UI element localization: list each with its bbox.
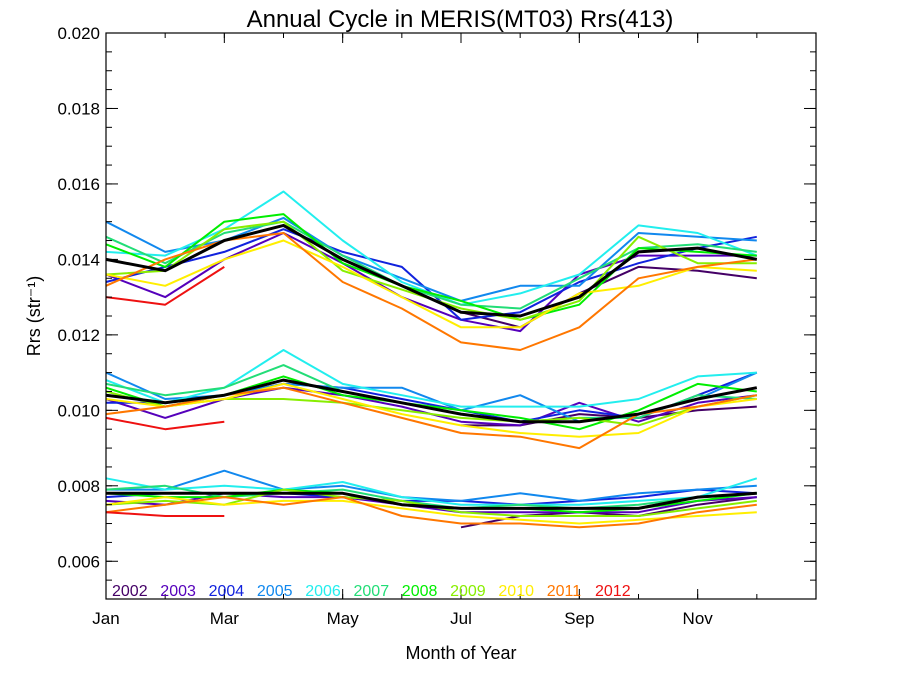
y-tick-label: 0.020 xyxy=(57,24,100,43)
legend-item-2003: 2003 xyxy=(160,583,196,600)
y-tick-label: 0.010 xyxy=(57,401,100,420)
x-axis-label: Month of Year xyxy=(405,643,516,663)
legend-item-2004: 2004 xyxy=(209,583,245,600)
x-tick-label: May xyxy=(327,609,360,628)
y-axis-label: Rrs (str⁻¹) xyxy=(24,276,44,356)
series-line-2002-group-1 xyxy=(460,265,757,329)
legend-item-2011: 2011 xyxy=(547,583,582,600)
x-tick-label: Nov xyxy=(683,609,714,628)
y-tick-label: 0.014 xyxy=(57,250,100,269)
legend-item-2007: 2007 xyxy=(354,583,390,600)
series-line-mean-group-1 xyxy=(105,223,758,318)
series-line-2008-group-2 xyxy=(105,375,757,431)
legend: 2002 2003 2004 2005 2006 2007 2008 2009 2010 2011… xyxy=(112,583,631,600)
series-line-2005-group-1 xyxy=(105,216,757,302)
y-tick-label: 0.012 xyxy=(57,326,100,345)
y-tick-label: 0.018 xyxy=(57,99,100,118)
series-line-2008-group-1 xyxy=(105,213,757,321)
y-tick-label: 0.008 xyxy=(57,477,100,496)
y-tick-label: 0.006 xyxy=(57,552,100,571)
x-tick-label: Mar xyxy=(210,609,240,628)
series-line-2012-group-3 xyxy=(105,511,225,517)
legend-item-2005: 2005 xyxy=(257,583,293,600)
legend-item-2012: 2012 xyxy=(595,583,631,600)
series-line-2012-group-1 xyxy=(105,266,225,306)
series-line-2003-group-1 xyxy=(105,232,757,333)
legend-item-2008: 2008 xyxy=(402,583,438,600)
x-tick-label: Jul xyxy=(450,609,472,628)
x-axis: Jan Mar May Jul Sep Nov xyxy=(92,33,817,628)
legend-item-2010: 2010 xyxy=(498,583,534,600)
legend-item-2002: 2002 xyxy=(112,583,148,600)
chart-title: Annual Cycle in MERIS(MT03) Rrs(413) xyxy=(247,6,674,33)
series-line-mean-group-2 xyxy=(105,378,758,424)
series-line-2010-group-2 xyxy=(105,382,757,438)
x-tick-label: Sep xyxy=(564,609,594,628)
legend-item-2009: 2009 xyxy=(450,583,486,600)
x-tick-label: Jan xyxy=(92,609,119,628)
plot-frame xyxy=(105,32,817,600)
series-line-2010-group-1 xyxy=(105,239,757,329)
series-line-2006-group-3 xyxy=(105,477,758,506)
series-line-2011-group-3 xyxy=(105,496,757,529)
series-line-2010-group-3 xyxy=(105,496,757,525)
y-tick-label: 0.016 xyxy=(57,175,100,194)
series-line-mean-group-3 xyxy=(106,491,757,510)
y-axis: 0.006 0.008 0.010 0.012 0.014 0.016 0.018 0.020 xyxy=(57,24,816,600)
series-line-2002-group-3 xyxy=(460,496,757,529)
series-line-2005-group-3 xyxy=(106,469,757,502)
series-line-2011-group-1 xyxy=(105,232,757,351)
series-line-2007-group-1 xyxy=(105,220,757,310)
series-line-2007-group-3 xyxy=(105,484,757,510)
legend-item-2006: 2006 xyxy=(305,583,341,600)
series-line-2012-group-2 xyxy=(105,416,225,431)
plot-lines xyxy=(105,190,758,529)
series-line-2006-group-2 xyxy=(105,349,757,408)
